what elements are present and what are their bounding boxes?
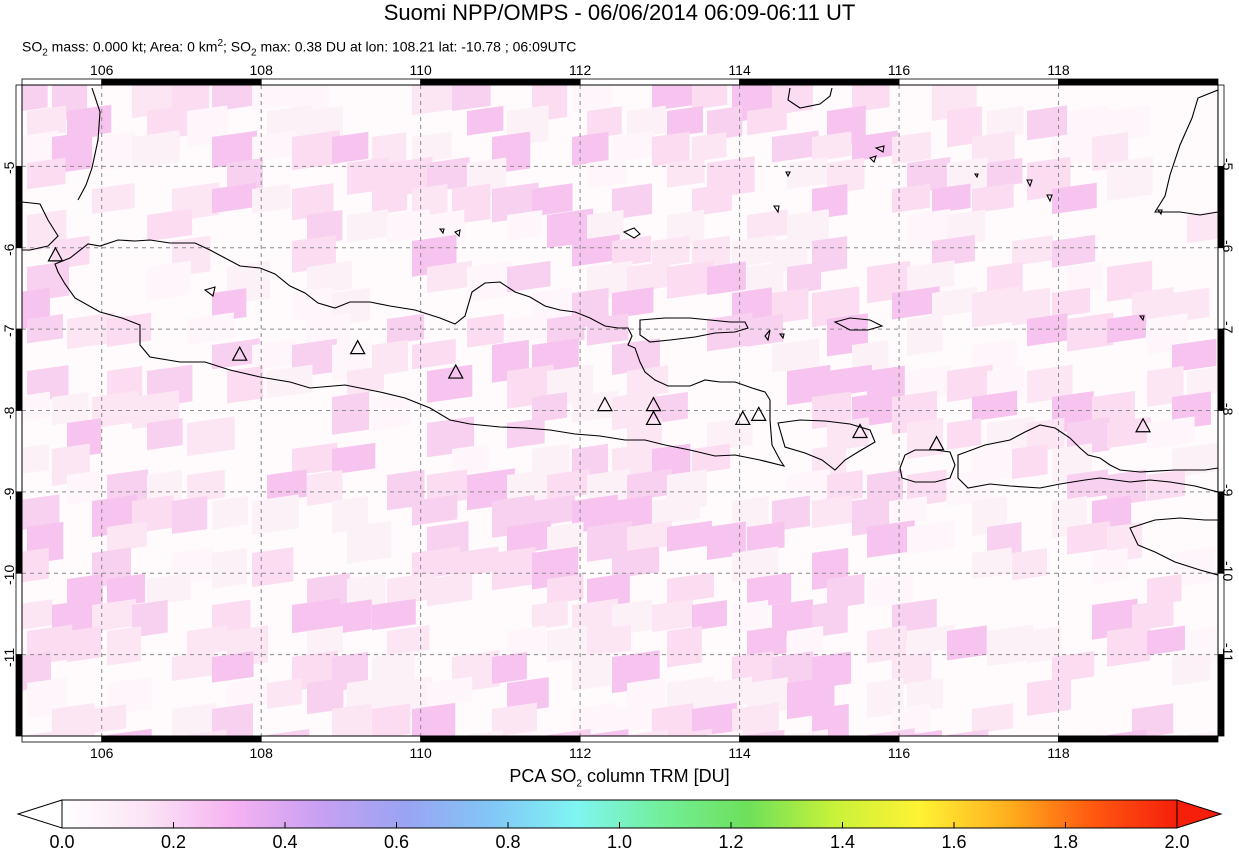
colorbar-tick-label: 1.4 (829, 832, 856, 852)
colorbar-tick-label: 2.0 (1164, 832, 1190, 852)
lon-tick-bottom: 106 (90, 745, 114, 761)
triangle-icon (349, 339, 366, 355)
colorbar-tick-label: 0.6 (383, 832, 410, 852)
so2-pixel-layer (22, 85, 1218, 736)
lat-tick-right: -7 (1220, 321, 1236, 334)
lon-tick-top: 112 (568, 62, 592, 78)
sumba-coast (1129, 517, 1218, 576)
lon-tick-top: 114 (728, 62, 751, 78)
triangle-icon (928, 435, 945, 451)
triangle-icon (231, 345, 248, 361)
lat-tick-left: -8 (1, 406, 17, 419)
lat-tick-left: -6 (1, 243, 17, 256)
triangle-icon (750, 406, 767, 421)
lon-tick-bottom: 118 (1047, 745, 1070, 761)
lat-tick-right: -9 (1220, 483, 1236, 497)
lon-tick-bottom: 112 (568, 745, 592, 761)
colorbar-tick-label: 0.4 (272, 832, 298, 852)
lat-tick-left: -7 (1, 324, 17, 338)
lat-tick-right: -8 (1220, 402, 1236, 415)
karimunjawa-coast (438, 228, 461, 238)
lon-tick-top: 108 (249, 62, 273, 78)
lat-tick-right: -6 (1220, 239, 1236, 253)
map-title: Suomi NPP/OMPS - 06/06/2014 06:09-06:11 … (383, 0, 856, 25)
bali-coast (777, 419, 876, 471)
colorbar-tick-label: 1.0 (606, 832, 633, 852)
lat-tick-right: -5 (1220, 158, 1236, 171)
map-subtitle: SO2 mass: 0.000 kt; Area: 0 km2; SO2 max… (22, 38, 577, 59)
coastline-layer (22, 87, 1218, 576)
sumatra-tip-coast (22, 201, 59, 251)
triangle-icon (645, 410, 662, 426)
lon-tick-bottom: 114 (728, 745, 751, 761)
triangle-icon (47, 246, 64, 262)
lombok-coast (899, 449, 956, 483)
colorbar-label: PCA SO2 column TRM [DU] (509, 766, 730, 790)
colorbar (16, 799, 1223, 829)
kep-seribu-coast (203, 286, 216, 297)
colorbar-tick-label: 0.2 (160, 832, 187, 852)
lat-tick-right: -11 (1220, 642, 1236, 662)
kangean-coast (833, 317, 884, 331)
lat-tick-left: -11 (1, 647, 17, 667)
colorbar-tick-label: 0.8 (495, 832, 521, 852)
colorbar-tick-label: 1.8 (1052, 832, 1079, 852)
lat-tick-right: -10 (1220, 561, 1236, 582)
triangle-icon (447, 363, 464, 379)
madura-coast (639, 317, 749, 343)
triangle-icon (596, 396, 613, 412)
lat-tick-left: -10 (1, 565, 17, 586)
colorbar-under-arrow (16, 799, 63, 829)
triangle-icon (1135, 417, 1152, 433)
sumbawa-coast (957, 424, 1218, 493)
triangle-icon (851, 423, 869, 439)
lon-tick-bottom: 110 (409, 745, 432, 761)
lat-tick-left: -9 (1, 487, 17, 500)
map-frame (15, 78, 1225, 743)
borneo-coast (1154, 89, 1218, 216)
colorbar-over-arrow (1176, 799, 1223, 829)
small-islands-coast (764, 145, 1163, 342)
lat-tick-left: -5 (1, 161, 17, 175)
lon-tick-top: 106 (90, 62, 114, 78)
bawean-coast (622, 227, 641, 239)
colorbar-tick-label: 1.2 (718, 832, 744, 852)
sumatra-east-coast (77, 87, 101, 201)
lon-tick-top: 118 (1047, 62, 1070, 78)
triangle-icon (734, 410, 751, 426)
lon-tick-bottom: 108 (249, 745, 273, 761)
java-coast (54, 239, 786, 467)
lon-tick-bottom: 116 (887, 745, 911, 761)
volcano-markers (47, 246, 1152, 451)
colorbar-tick-label: 1.6 (941, 832, 967, 852)
lon-tick-top: 110 (409, 62, 432, 78)
colorbar-tick-label: 0.0 (49, 832, 75, 852)
sulawesi-coast (787, 87, 833, 109)
lon-tick-top: 116 (887, 62, 911, 78)
